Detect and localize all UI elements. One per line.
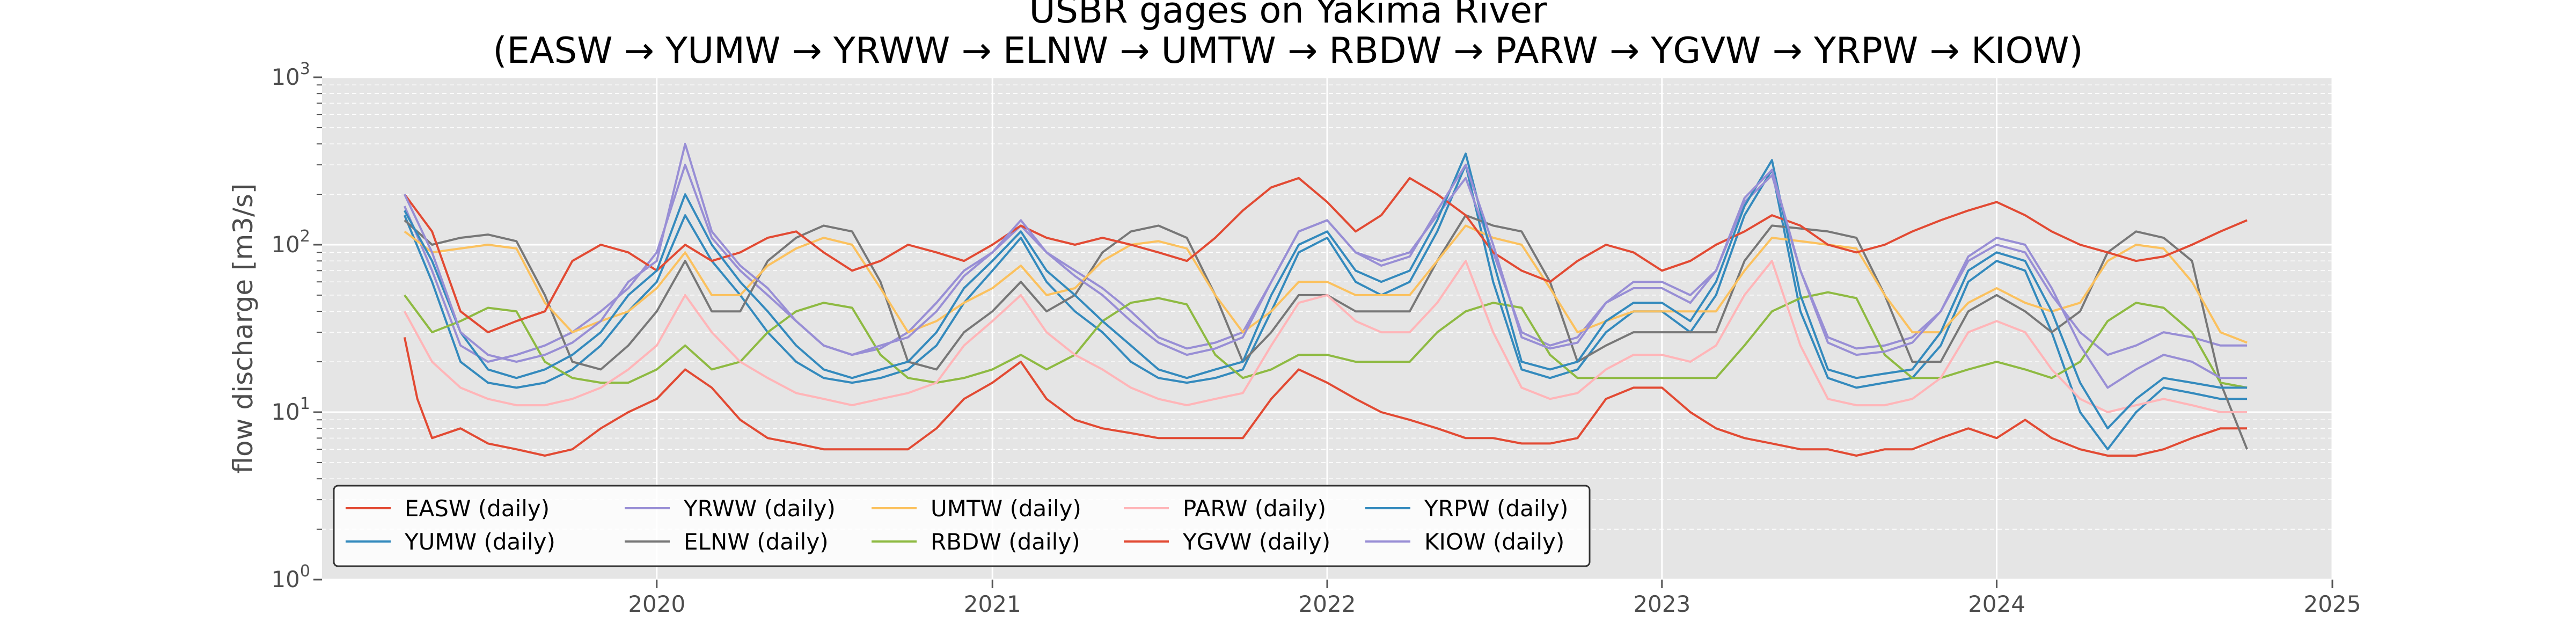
legend-label: EASW (daily) bbox=[405, 495, 550, 522]
y-tick-label: 102 bbox=[271, 227, 310, 258]
x-tick-label: 2025 bbox=[2304, 591, 2361, 617]
x-tick-label: 2024 bbox=[1968, 591, 2025, 617]
legend-label: YRWW (daily) bbox=[683, 495, 836, 522]
series-layer bbox=[403, 143, 2248, 457]
y-tick-exponent: 1 bbox=[300, 394, 310, 413]
legend-label: UMTW (daily) bbox=[931, 495, 1081, 522]
chart-title-line1: USBR gages on Yakima River bbox=[1029, 0, 1547, 31]
series-line-ygvw bbox=[404, 177, 2248, 334]
y-tick-label: 103 bbox=[271, 60, 310, 90]
legend-label: ELNW (daily) bbox=[684, 529, 829, 555]
legend-box bbox=[333, 485, 1591, 567]
y-tick-exponent: 2 bbox=[300, 227, 310, 246]
legend-label: YGVW (daily) bbox=[1182, 529, 1330, 555]
legend-label: KIOW (daily) bbox=[1424, 529, 1564, 555]
y-axis-label: flow discharge [m3/s] bbox=[228, 184, 259, 474]
series-line-easw bbox=[403, 337, 2248, 457]
x-tick-label: 2023 bbox=[1633, 591, 1690, 617]
x-tick-label: 2020 bbox=[628, 591, 685, 617]
x-tick-label: 2021 bbox=[964, 591, 1021, 617]
legend-label: YUMW (daily) bbox=[404, 529, 555, 555]
y-tick-exponent: 0 bbox=[300, 562, 310, 581]
legend-label: RBDW (daily) bbox=[931, 529, 1080, 555]
series-line-kiow bbox=[403, 143, 2248, 389]
chart-title-line2: (EASW → YUMW → YRWW → ELNW → UMTW → RBDW… bbox=[493, 30, 2083, 71]
legend: EASW (daily) YUMW (daily) YRWW (daily) ELNW… bbox=[333, 485, 1591, 567]
y-tick-label: 101 bbox=[271, 394, 310, 425]
x-tick-label: 2022 bbox=[1299, 591, 1356, 617]
legend-label: PARW (daily) bbox=[1183, 495, 1326, 522]
y-tick-label: 100 bbox=[271, 562, 310, 592]
y-tick-exponent: 3 bbox=[300, 60, 310, 78]
series-line-yrpw bbox=[404, 152, 2248, 430]
legend-label: YRPW (daily) bbox=[1424, 495, 1568, 522]
series-line-parw bbox=[404, 260, 2248, 413]
